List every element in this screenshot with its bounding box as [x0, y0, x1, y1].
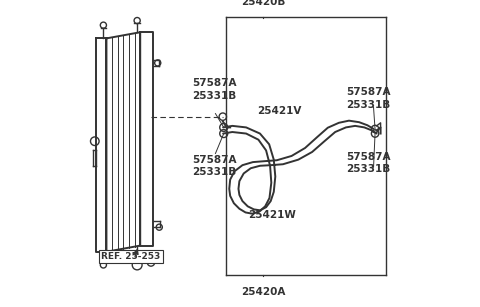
Text: 57587A
25331B: 57587A 25331B — [346, 152, 390, 174]
Text: 25420A: 25420A — [241, 287, 285, 297]
Text: 57587A
25331B: 57587A 25331B — [346, 87, 390, 110]
Polygon shape — [140, 32, 153, 246]
Text: 25421V: 25421V — [257, 106, 301, 116]
Text: 57587A
25331B: 57587A 25331B — [192, 155, 237, 177]
Polygon shape — [96, 38, 107, 252]
Text: 25421W: 25421W — [249, 210, 297, 220]
Text: 57587A
25331B: 57587A 25331B — [192, 78, 237, 101]
Text: REF. 25-253: REF. 25-253 — [101, 252, 160, 261]
Polygon shape — [107, 32, 140, 252]
Text: 25420B: 25420B — [241, 0, 285, 7]
